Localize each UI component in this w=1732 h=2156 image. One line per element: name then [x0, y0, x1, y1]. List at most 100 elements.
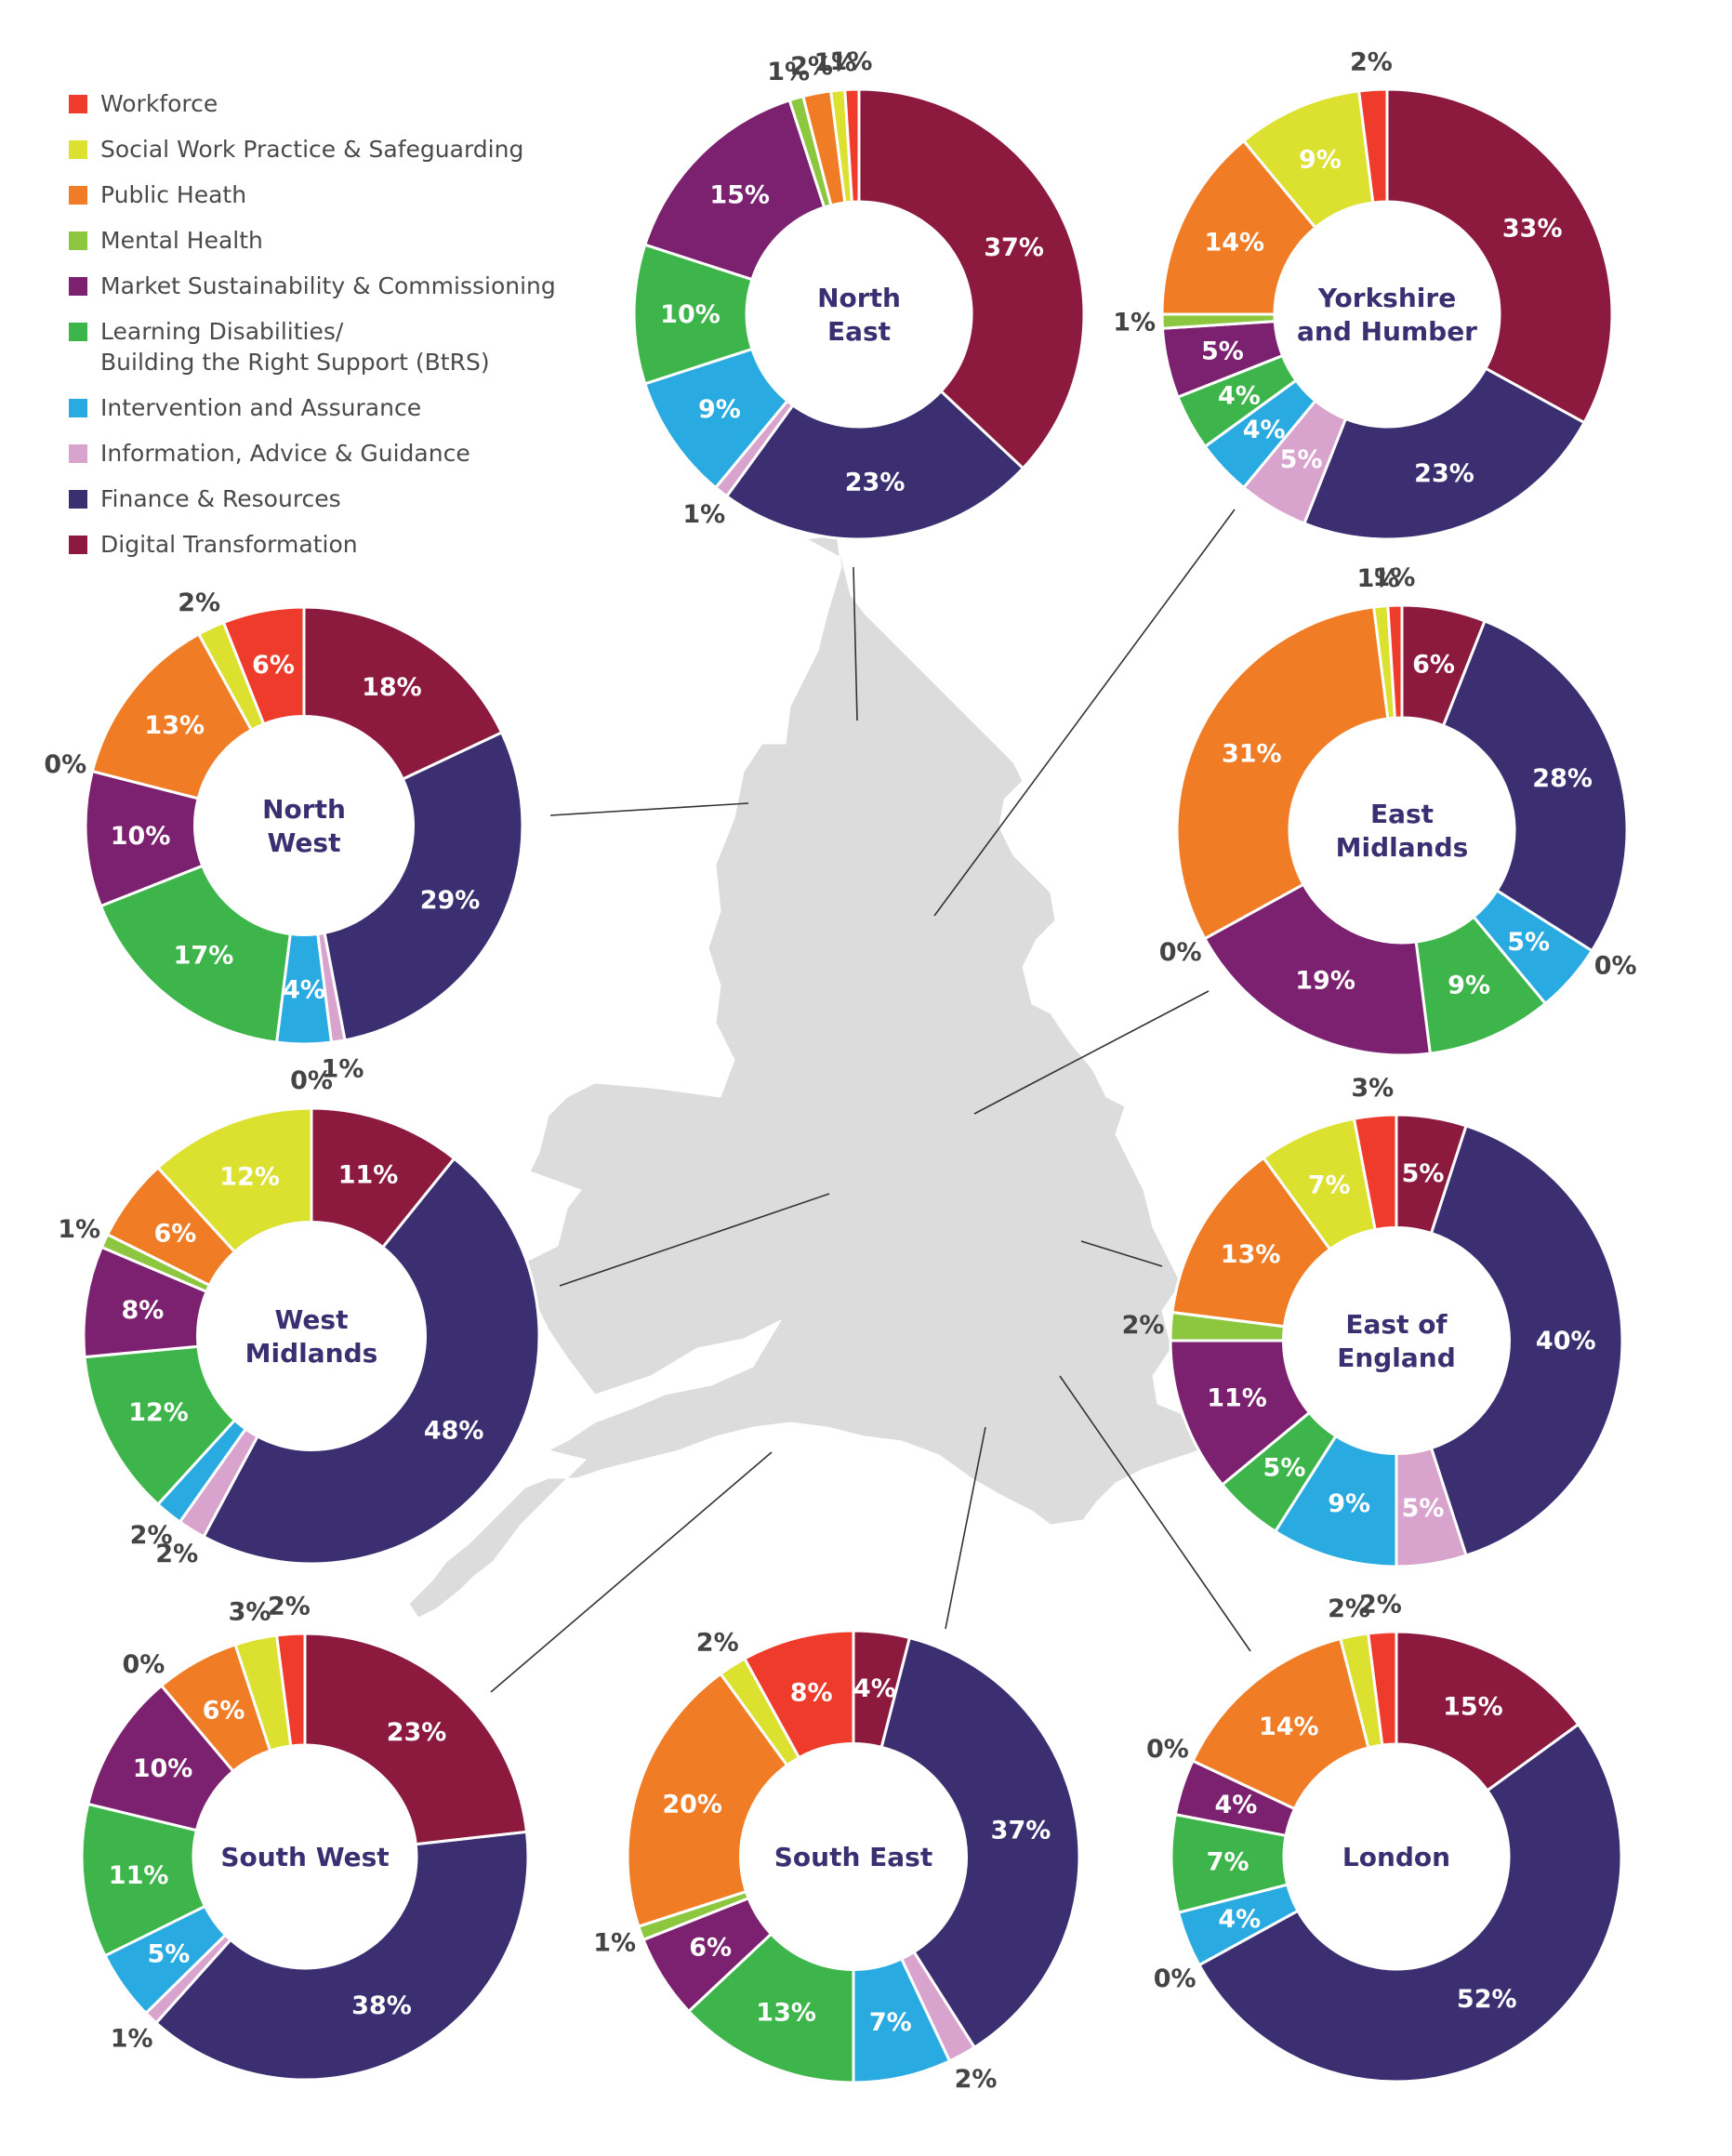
- slice-south-west-finance-resources: [153, 1830, 530, 2082]
- data-label-london-intervention-and-assurance: 4%: [1218, 1905, 1261, 1934]
- data-label-south-west-intervention-and-assurance: 5%: [147, 1939, 190, 1968]
- data-label-east-of-england-mental-health: 2%: [1122, 1311, 1165, 1340]
- leader-line-north-east: [853, 566, 858, 721]
- region-label-south-west: South West: [220, 1842, 389, 1872]
- data-label-yorkshire-and-humber-finance-resources: 23%: [1414, 459, 1474, 488]
- region-label-east-midlands: Midlands: [1336, 832, 1469, 863]
- data-label-south-west-finance-resources: 38%: [351, 1991, 412, 2020]
- legend-item-digital: Digital Transformation: [69, 529, 589, 560]
- data-label-east-midlands-intervention-and-assurance: 5%: [1507, 928, 1550, 957]
- region-label-west-midlands: Midlands: [245, 1338, 378, 1369]
- region-label-london: London: [1342, 1842, 1450, 1872]
- leader-lines: [490, 509, 1251, 1693]
- slice-yorkshire-and-humber-digital-transformation: [1385, 87, 1614, 425]
- data-label-north-east-information-advice-guidance: 1%: [682, 500, 725, 529]
- data-label-yorkshire-and-humber-public-heath: 14%: [1204, 229, 1264, 258]
- slice-london-public-heath: [1191, 1636, 1370, 1811]
- legend-item-market-sustainability: Market Sustainability & Commissioning: [69, 271, 589, 301]
- data-label-east-midlands-mental-health: 0%: [1159, 938, 1202, 967]
- slice-yorkshire-and-humber-public-heath: [1160, 139, 1317, 316]
- legend-swatch-intervention: [69, 399, 87, 417]
- slice-south-east-public-heath: [626, 1672, 789, 1928]
- data-label-west-midlands-social-work-practice-safeguarding: 12%: [219, 1163, 280, 1192]
- data-label-north-east-finance-resources: 23%: [845, 469, 906, 497]
- region-label-yorkshire-and-humber: and Humber: [1297, 316, 1477, 347]
- slice-south-west-workforce: [274, 1632, 307, 1748]
- data-label-south-west-social-work-practice-safeguarding: 3%: [229, 1598, 271, 1627]
- data-label-east-of-england-market-sustainability-commissioning: 11%: [1207, 1384, 1267, 1413]
- data-label-east-of-england-intervention-and-assurance: 9%: [1328, 1489, 1370, 1518]
- data-label-east-of-england-digital-transformation: 5%: [1402, 1159, 1445, 1188]
- data-label-west-midlands-information-advice-guidance: 2%: [155, 1540, 198, 1568]
- legend-swatch-social-work: [69, 140, 87, 159]
- data-label-north-west-public-heath: 13%: [144, 711, 205, 740]
- region-label-yorkshire-and-humber: Yorkshire: [1317, 283, 1456, 313]
- slice-north-east-workforce: [843, 87, 861, 204]
- data-label-north-west-mental-health: 0%: [44, 750, 86, 779]
- leader-line-east-midlands: [973, 990, 1210, 1115]
- data-label-west-midlands-learning-disabilities-building-the-right-support-btrs: 12%: [128, 1398, 189, 1427]
- donut-charts: 37%23%1%9%10%15%1%2%1%1%NorthEast33%23%5…: [44, 47, 1636, 2094]
- legend-label-market-sustainability: Market Sustainability & Commissioning: [100, 272, 556, 299]
- data-label-north-east-social-work-practice-safeguarding: 1%: [813, 48, 856, 77]
- legend-label-public-health: Public Heath: [100, 181, 247, 208]
- legend-swatch-public-health: [69, 186, 87, 205]
- data-label-north-west-learning-disabilities-building-the-right-support-btrs: 17%: [174, 941, 234, 970]
- donut-south-east: 4% 37% 2% 7% 13% 6% 1% 20% 2% 8% South East: [593, 1628, 1081, 2094]
- slice-south-east-finance-resources: [879, 1635, 1081, 2050]
- data-label-west-midlands-intervention-and-assurance: 2%: [130, 1521, 173, 1550]
- data-label-yorkshire-and-humber-information-advice-guidance: 5%: [1280, 445, 1323, 474]
- slice-london-digital-transformation: [1395, 1630, 1580, 1792]
- leader-line-east-of-england: [1080, 1240, 1163, 1267]
- leader-line-south-west: [490, 1451, 773, 1693]
- data-label-east-of-england-workforce: 3%: [1351, 1074, 1394, 1103]
- data-label-north-east-mental-health: 1%: [767, 58, 810, 86]
- data-label-london-digital-transformation: 15%: [1443, 1692, 1503, 1721]
- legend-swatch-market-sustainability: [69, 277, 87, 296]
- data-label-london-social-work-practice-safeguarding: 2%: [1328, 1594, 1370, 1623]
- data-label-east-midlands-digital-transformation: 6%: [1412, 651, 1455, 680]
- region-label-east-of-england: East of: [1345, 1309, 1448, 1340]
- legend-swatch-digital: [69, 536, 87, 554]
- slice-north-west-workforce: [221, 605, 306, 726]
- legend-item-learning-disabilities: Learning Disabilities/ Building the Righ…: [69, 316, 589, 377]
- region-label-west-midlands: West: [275, 1304, 349, 1335]
- data-label-south-east-information-advice-guidance: 2%: [955, 2065, 998, 2094]
- england-outline: [408, 534, 1200, 1619]
- data-label-west-midlands-workforce: 0%: [290, 1066, 333, 1095]
- legend-item-workforce: Workforce: [69, 88, 589, 119]
- legend-item-intervention: Intervention and Assurance: [69, 392, 589, 423]
- slice-east-midlands-market-sustainability-commissioning: [1202, 882, 1433, 1057]
- leader-line-west-midlands: [559, 1193, 830, 1287]
- data-label-east-midlands-social-work-practice-safeguarding: 1%: [1356, 564, 1399, 593]
- data-label-south-east-intervention-and-assurance: 7%: [869, 2008, 912, 2037]
- data-label-west-midlands-finance-resources: 48%: [424, 1416, 484, 1445]
- region-label-east-of-england: England: [1337, 1343, 1456, 1373]
- slice-east-midlands-workforce: [1386, 603, 1404, 720]
- data-label-east-of-england-learning-disabilities-building-the-right-support-btrs: 5%: [1263, 1454, 1306, 1483]
- slice-west-midlands-finance-resources: [202, 1157, 541, 1566]
- data-label-south-west-public-heath: 6%: [203, 1697, 245, 1726]
- slice-south-east-learning-disabilities-building-the-right-support-btrs: [686, 1932, 855, 2084]
- data-label-yorkshire-and-humber-workforce: 2%: [1350, 48, 1393, 77]
- legend-label-social-work: Social Work Practice & Safeguarding: [100, 136, 524, 163]
- legend-swatch-workforce: [69, 95, 87, 113]
- data-label-london-learning-disabilities-building-the-right-support-btrs: 7%: [1207, 1848, 1249, 1877]
- region-label-north-west: West: [268, 827, 341, 858]
- legend-label-mental-health: Mental Health: [100, 227, 263, 254]
- leader-line-south-east: [945, 1426, 986, 1630]
- data-label-east-of-england-finance-resources: 40%: [1536, 1327, 1596, 1356]
- slice-south-east-workforce: [742, 1629, 855, 1760]
- data-label-yorkshire-and-humber-intervention-and-assurance: 4%: [1243, 416, 1286, 444]
- data-label-south-east-mental-health: 1%: [593, 1928, 636, 1957]
- legend-label-intervention: Intervention and Assurance: [100, 394, 422, 421]
- data-label-north-east-intervention-and-assurance: 9%: [698, 395, 741, 424]
- data-label-yorkshire-and-humber-mental-health: 1%: [1113, 309, 1156, 337]
- legend-label-workforce: Workforce: [100, 90, 218, 117]
- data-label-south-west-information-advice-guidance: 1%: [111, 2024, 153, 2053]
